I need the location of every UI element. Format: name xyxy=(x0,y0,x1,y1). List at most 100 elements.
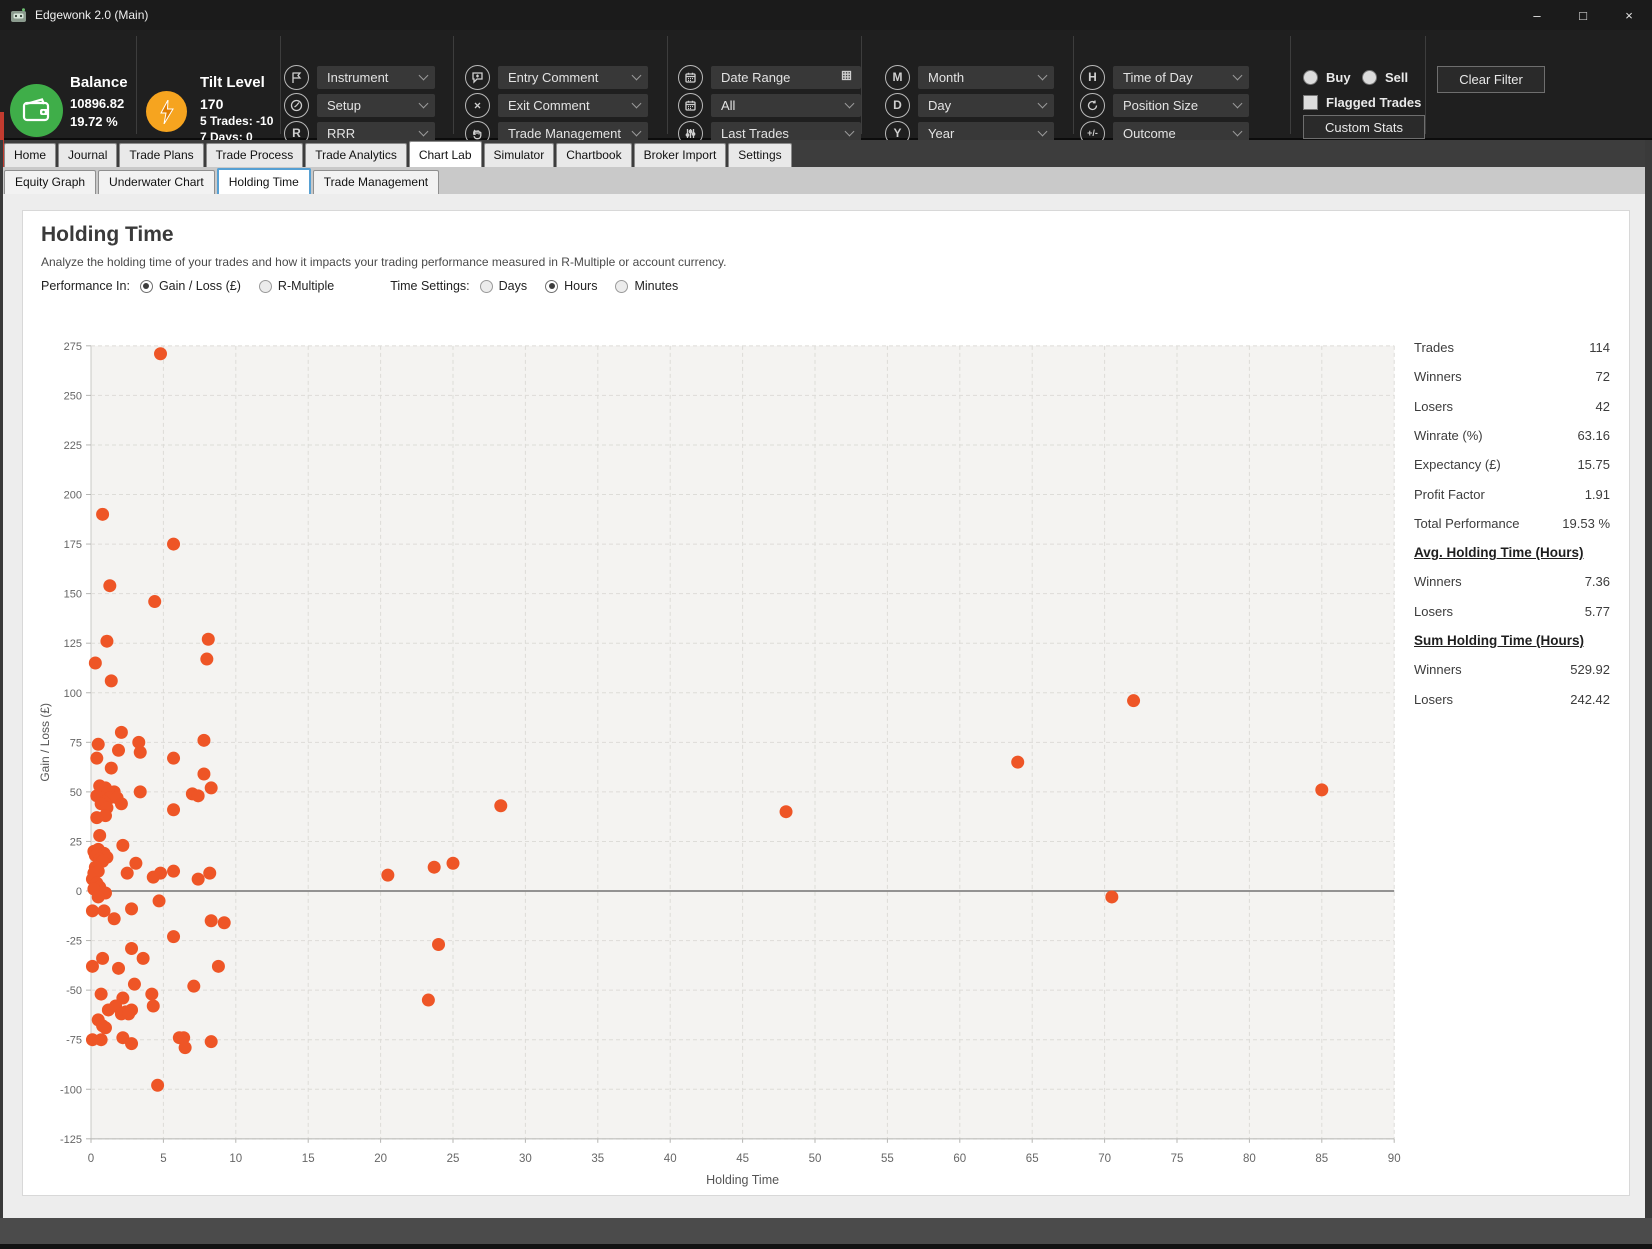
tab-trade-process[interactable]: Trade Process xyxy=(205,143,304,167)
radio-icon[interactable] xyxy=(615,279,629,293)
tab-home[interactable]: Home xyxy=(4,143,57,167)
trade-data-point xyxy=(154,347,168,361)
subtab-underwater-chart[interactable]: Underwater Chart xyxy=(98,170,215,194)
radio-icon[interactable] xyxy=(139,279,153,293)
time-settings-label: Time Settings: xyxy=(390,279,470,293)
stat-label: Trades xyxy=(1414,340,1454,355)
rrr-dropdown[interactable]: RRR xyxy=(317,121,435,145)
trade-data-point xyxy=(104,674,118,688)
trade-data-point xyxy=(125,941,139,955)
radio-icon[interactable] xyxy=(258,279,272,293)
maximize-button[interactable]: □ xyxy=(1579,7,1587,23)
letter-m-icon: M xyxy=(885,64,910,90)
radio-label: Days xyxy=(498,279,528,293)
svg-text:25: 25 xyxy=(447,1153,460,1165)
instrument-dropdown[interactable]: Instrument xyxy=(317,65,435,89)
time-settings-option-hours[interactable]: Hours xyxy=(545,279,597,293)
last-trades-dropdown[interactable]: Last Trades xyxy=(711,121,861,145)
stat-row-expectancy-: Expectancy (£) 15.75 xyxy=(1414,457,1610,475)
trade-data-point xyxy=(98,1021,112,1035)
filter-row-instrument: Instrument xyxy=(284,64,435,90)
trade-data-point xyxy=(136,951,150,965)
stat-label: Winners xyxy=(1414,574,1462,590)
dropdown-label: Exit Comment xyxy=(508,97,590,113)
subtab-trade-management[interactable]: Trade Management xyxy=(312,170,440,194)
trade-management-dropdown[interactable]: Trade Management xyxy=(498,121,648,145)
all-dropdown[interactable]: All xyxy=(711,93,861,117)
chevron-down-icon xyxy=(631,126,642,137)
radio-icon[interactable] xyxy=(545,279,559,293)
entry-comment-dropdown[interactable]: Entry Comment xyxy=(498,65,648,89)
stats-section-header: Sum Holding Time (Hours) xyxy=(1414,633,1585,648)
trade-data-point xyxy=(421,993,435,1007)
stat-row-profit-factor: Profit Factor 1.91 xyxy=(1414,487,1610,505)
buy-radio[interactable]: Buy xyxy=(1303,65,1351,89)
svg-text:50: 50 xyxy=(809,1153,822,1165)
clear-filter-button[interactable]: Clear Filter xyxy=(1437,66,1545,93)
tab-chart-lab[interactable]: Chart Lab xyxy=(408,141,482,167)
date-range-dropdown[interactable]: Date Range xyxy=(711,65,861,89)
chevron-down-icon xyxy=(1037,98,1048,109)
svg-text:45: 45 xyxy=(736,1153,749,1165)
trade-data-point xyxy=(146,870,160,884)
radio-label: R-Multiple xyxy=(277,279,335,293)
sell-radio[interactable]: Sell xyxy=(1362,65,1408,89)
trade-data-point xyxy=(1315,783,1329,797)
tab-journal[interactable]: Journal xyxy=(58,143,118,167)
dropdown-label: Position Size xyxy=(1123,97,1199,113)
stat-row-winners: Winners 72 xyxy=(1414,369,1610,387)
svg-text:35: 35 xyxy=(591,1153,604,1165)
window-left-edge xyxy=(0,140,3,1218)
buy-radio-circle[interactable] xyxy=(1303,69,1318,85)
stat-value: 7.36 xyxy=(1584,574,1610,590)
time-of-day-dropdown[interactable]: Time of Day xyxy=(1113,65,1249,89)
tab-simulator[interactable]: Simulator xyxy=(483,143,555,167)
time-settings-option-minutes[interactable]: Minutes xyxy=(615,279,678,293)
custom-stats-button[interactable]: Custom Stats xyxy=(1303,115,1425,139)
trade-data-point xyxy=(122,1007,136,1021)
exit-comment-dropdown[interactable]: Exit Comment xyxy=(498,93,648,117)
dropdown-label: Last Trades xyxy=(721,125,789,141)
tab-chartbook[interactable]: Chartbook xyxy=(556,143,632,167)
position-size-dropdown[interactable]: Position Size xyxy=(1113,93,1249,117)
radio-icon[interactable] xyxy=(479,279,493,293)
trade-data-point xyxy=(133,785,147,799)
setup-dropdown[interactable]: Setup xyxy=(317,93,435,117)
year-dropdown[interactable]: Year xyxy=(918,121,1054,145)
tab-settings[interactable]: Settings xyxy=(728,143,792,167)
minimize-button[interactable]: – xyxy=(1533,7,1541,23)
outcome-dropdown[interactable]: Outcome xyxy=(1113,121,1249,145)
trade-data-point xyxy=(446,856,460,870)
tab-trade-analytics[interactable]: Trade Analytics xyxy=(305,143,407,167)
flagged-trades-checkbox[interactable]: Flagged Trades xyxy=(1303,90,1421,114)
subtab-holding-time[interactable]: Holding Time xyxy=(216,168,311,194)
tab-broker-import[interactable]: Broker Import xyxy=(633,143,727,167)
flagged-checkbox-box[interactable] xyxy=(1303,94,1318,110)
tilt-label: Tilt Level xyxy=(200,74,265,91)
performance-option-r-multiple[interactable]: R-Multiple xyxy=(258,279,335,293)
stat-label: Losers xyxy=(1414,603,1454,619)
time-settings-option-days[interactable]: Days xyxy=(479,279,528,293)
close-button[interactable]: × xyxy=(1625,7,1633,23)
svg-text:55: 55 xyxy=(881,1153,894,1165)
subtab-equity-graph[interactable]: Equity Graph xyxy=(4,170,97,194)
window-right-edge[interactable] xyxy=(1645,140,1652,1218)
month-dropdown[interactable]: Month xyxy=(918,65,1054,89)
trade-data-point xyxy=(204,781,218,795)
trade-data-point xyxy=(432,938,446,952)
trade-data-point xyxy=(148,595,162,609)
performance-option-gain-loss-[interactable]: Gain / Loss (£) xyxy=(139,279,241,293)
svg-text:80: 80 xyxy=(1243,1153,1256,1165)
trade-data-point xyxy=(187,979,201,993)
sell-radio-circle[interactable] xyxy=(1362,69,1377,85)
svg-text:-50: -50 xyxy=(66,985,82,997)
stat-value: 114 xyxy=(1589,340,1610,355)
day-dropdown[interactable]: Day xyxy=(918,93,1054,117)
svg-text:90: 90 xyxy=(1388,1153,1401,1165)
chevron-down-icon xyxy=(1037,126,1048,137)
chevron-down-icon xyxy=(844,98,855,109)
tab-trade-plans[interactable]: Trade Plans xyxy=(119,143,204,167)
filter-row-exit-comment: Exit Comment xyxy=(465,92,648,118)
stat-label: Winners xyxy=(1414,369,1462,385)
dropdown-label: Trade Management xyxy=(508,125,621,141)
